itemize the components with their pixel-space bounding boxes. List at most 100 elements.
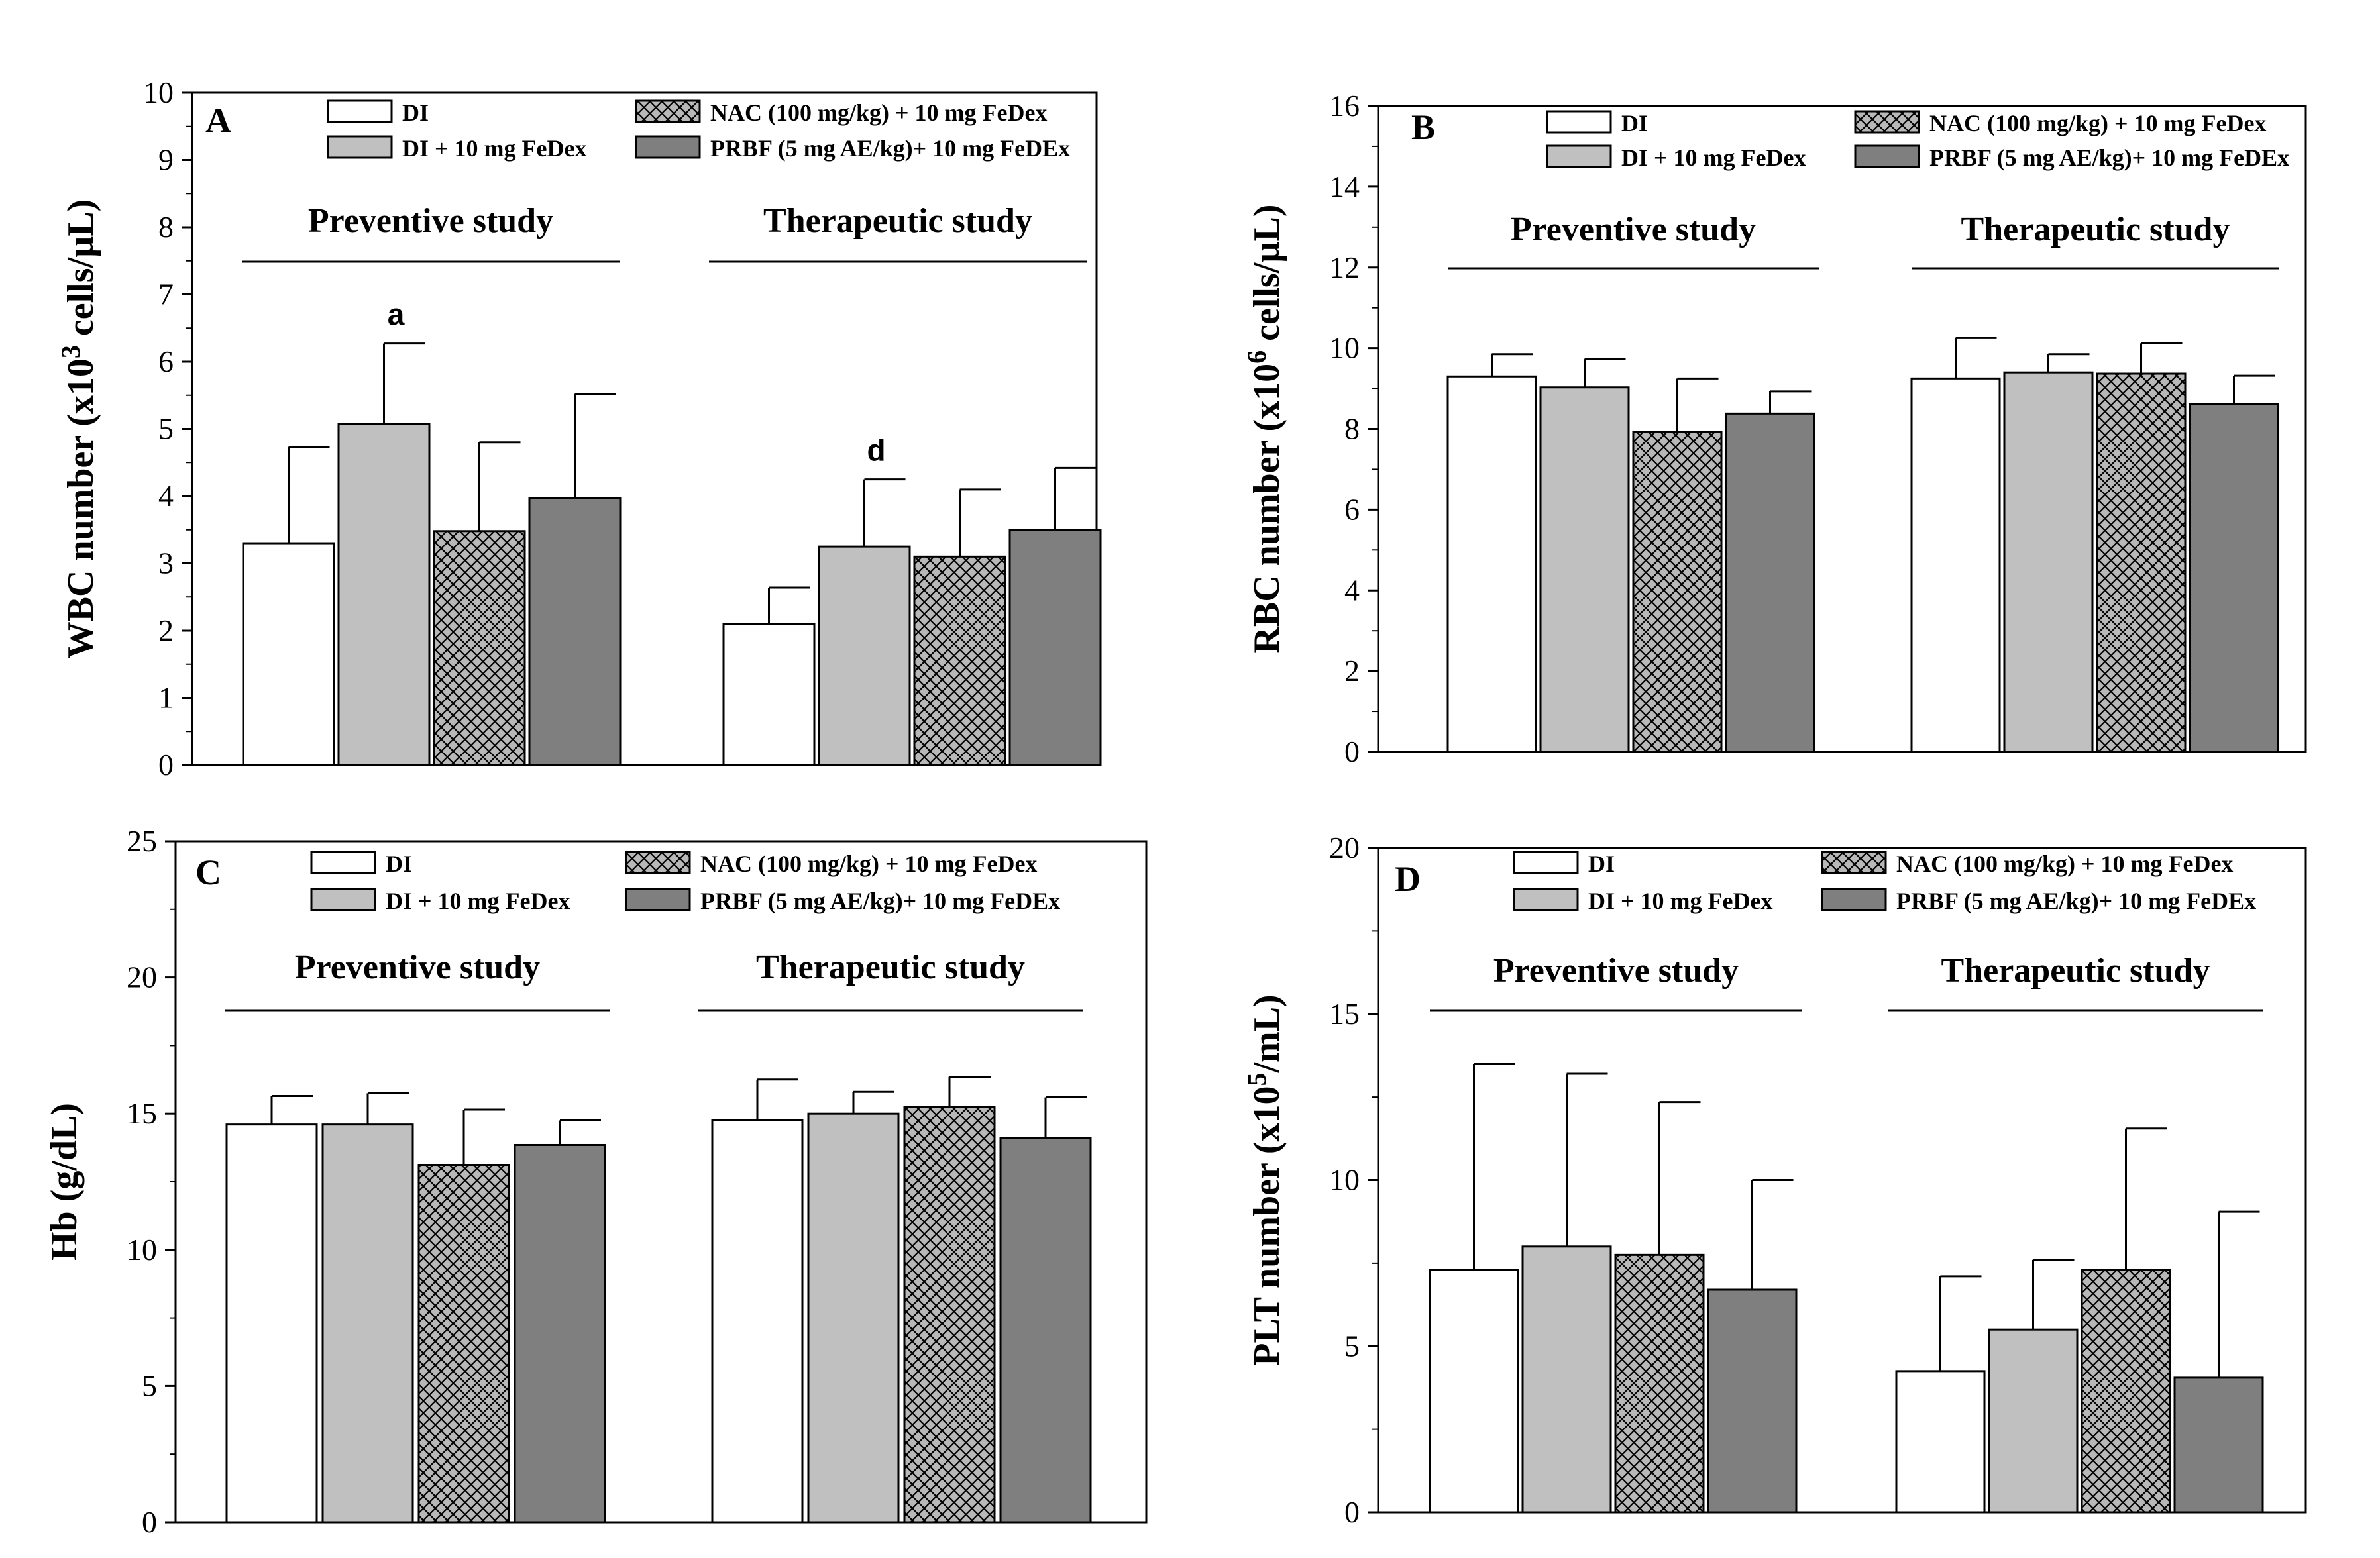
legend-swatch bbox=[1513, 851, 1579, 874]
legend-swatch bbox=[625, 888, 691, 911]
legend-label: PRBF (5 mg AE/kg)+ 10 mg FeDEx bbox=[1896, 888, 2256, 914]
y-tick-label: 3 bbox=[158, 546, 174, 580]
group-label: Therapeutic study bbox=[763, 202, 1032, 240]
bar bbox=[2003, 371, 2094, 753]
group-label: Preventive study bbox=[308, 202, 553, 240]
legend-label: NAC (100 mg/kg) + 10 mg FeDex bbox=[700, 851, 1037, 877]
bar bbox=[711, 1119, 804, 1524]
y-tick-label: 4 bbox=[1344, 573, 1360, 607]
legend-swatch bbox=[1546, 110, 1612, 134]
bar bbox=[1725, 412, 1815, 753]
y-axis-title: RBC number (x106 cells/µL) bbox=[1242, 204, 1287, 653]
legend-label: DI bbox=[1621, 110, 1648, 136]
y-tick-label: 0 bbox=[142, 1505, 157, 1539]
panel-letter: B bbox=[1411, 107, 1435, 147]
y-tick-label: 0 bbox=[1344, 1495, 1360, 1529]
legend-label: PRBF (5 mg AE/kg)+ 10 mg FeDEx bbox=[1929, 144, 2289, 171]
group-label: Therapeutic study bbox=[756, 949, 1025, 986]
legend-swatch bbox=[310, 888, 376, 911]
bar bbox=[2096, 372, 2187, 753]
legend-label: NAC (100 mg/kg) + 10 mg FeDex bbox=[1896, 851, 2233, 877]
legend-label: PRBF (5 mg AE/kg)+ 10 mg FeDEx bbox=[700, 888, 1060, 914]
y-tick-label: 10 bbox=[1329, 1163, 1360, 1197]
bar bbox=[2081, 1269, 2171, 1514]
legend-label: DI + 10 mg FeDex bbox=[1621, 144, 1806, 171]
bar bbox=[818, 545, 911, 766]
legend-label: DI bbox=[386, 851, 412, 877]
bar bbox=[1988, 1328, 2079, 1514]
y-tick-label: 10 bbox=[143, 76, 174, 109]
legend-label: DI bbox=[402, 99, 429, 126]
y-tick-label: 20 bbox=[1329, 831, 1360, 864]
bar bbox=[1910, 377, 2001, 753]
legend-swatch bbox=[1821, 888, 1887, 911]
bar bbox=[321, 1123, 414, 1524]
bar bbox=[1429, 1269, 1519, 1514]
y-tick-label: 1 bbox=[158, 681, 174, 715]
bar bbox=[1707, 1288, 1798, 1514]
bar bbox=[1632, 431, 1723, 753]
group-label: Therapeutic study bbox=[1961, 211, 2230, 248]
y-tick-label: 5 bbox=[142, 1369, 157, 1402]
bar bbox=[242, 542, 335, 766]
legend-label: DI bbox=[1588, 851, 1615, 877]
legend-swatch bbox=[1821, 851, 1887, 874]
bar bbox=[225, 1123, 318, 1524]
legend-swatch bbox=[635, 99, 701, 123]
bar bbox=[999, 1137, 1092, 1524]
group-label: Therapeutic study bbox=[1941, 952, 2210, 990]
legend-label: DI + 10 mg FeDex bbox=[1588, 888, 1772, 914]
legend-swatch bbox=[1513, 888, 1579, 911]
panel-letter: D bbox=[1395, 859, 1421, 899]
legend-swatch bbox=[327, 135, 393, 159]
y-tick-label: 15 bbox=[1329, 997, 1360, 1031]
y-tick-label: 10 bbox=[127, 1233, 157, 1267]
legend-label: NAC (100 mg/kg) + 10 mg FeDex bbox=[1929, 110, 2266, 136]
y-axis-title: WBC number (x103 cells/µL) bbox=[56, 199, 101, 659]
legend-label: DI + 10 mg FeDex bbox=[402, 135, 586, 162]
legend-label: PRBF (5 mg AE/kg)+ 10 mg FeDEx bbox=[710, 135, 1070, 162]
bar bbox=[1521, 1245, 1612, 1514]
y-tick-label: 25 bbox=[127, 824, 157, 858]
y-tick-label: 6 bbox=[158, 344, 174, 378]
legend-swatch bbox=[1854, 110, 1920, 134]
y-tick-label: 6 bbox=[1344, 492, 1360, 526]
bar bbox=[913, 555, 1006, 766]
bar bbox=[1614, 1253, 1705, 1514]
y-tick-label: 2 bbox=[158, 613, 174, 647]
significance-label: d bbox=[867, 433, 885, 468]
group-label: Preventive study bbox=[1511, 211, 1756, 248]
y-tick-label: 20 bbox=[127, 961, 157, 994]
bar bbox=[417, 1164, 510, 1524]
bar bbox=[1008, 529, 1102, 766]
y-tick-label: 4 bbox=[158, 479, 174, 513]
group-label: Preventive study bbox=[1493, 952, 1739, 990]
y-axis-title: Hb (g/dL) bbox=[44, 1103, 85, 1261]
panel-letter: A bbox=[205, 101, 231, 140]
bar bbox=[2189, 403, 2279, 753]
panel-letter: C bbox=[195, 853, 221, 892]
bar bbox=[528, 497, 622, 766]
y-axis-title: PLT number (x105/mL) bbox=[1242, 994, 1287, 1365]
bar bbox=[433, 530, 526, 766]
legend-label: DI + 10 mg FeDex bbox=[386, 888, 570, 914]
bar bbox=[722, 623, 816, 766]
bar bbox=[903, 1106, 996, 1524]
bar bbox=[514, 1143, 606, 1524]
bar bbox=[2173, 1376, 2264, 1514]
y-tick-label: 0 bbox=[1344, 735, 1360, 768]
legend-label: NAC (100 mg/kg) + 10 mg FeDex bbox=[710, 99, 1047, 126]
group-label: Preventive study bbox=[295, 949, 540, 986]
panel-c: 0 5 10 15 20 25 Hb (g/dL) C DI DI + 10 mg FeDex NA… bbox=[44, 824, 1148, 1539]
legend-swatch bbox=[635, 135, 701, 159]
y-tick-label: 16 bbox=[1329, 89, 1360, 123]
panel-a: 0 1 2 3 4 5 6 7 8 9 10 WBC number (x103 cells/µL) A D… bbox=[56, 76, 1102, 782]
bar bbox=[1895, 1370, 1986, 1514]
y-tick-label: 12 bbox=[1329, 250, 1360, 284]
panel-d: 0 5 10 15 20 PLT number (x105/mL) D DI DI + 10 m… bbox=[1242, 831, 2307, 1529]
y-tick-label: 2 bbox=[1344, 654, 1360, 688]
legend-swatch bbox=[1546, 144, 1612, 168]
y-tick-label: 9 bbox=[158, 143, 174, 177]
y-tick-label: 5 bbox=[1344, 1329, 1360, 1363]
